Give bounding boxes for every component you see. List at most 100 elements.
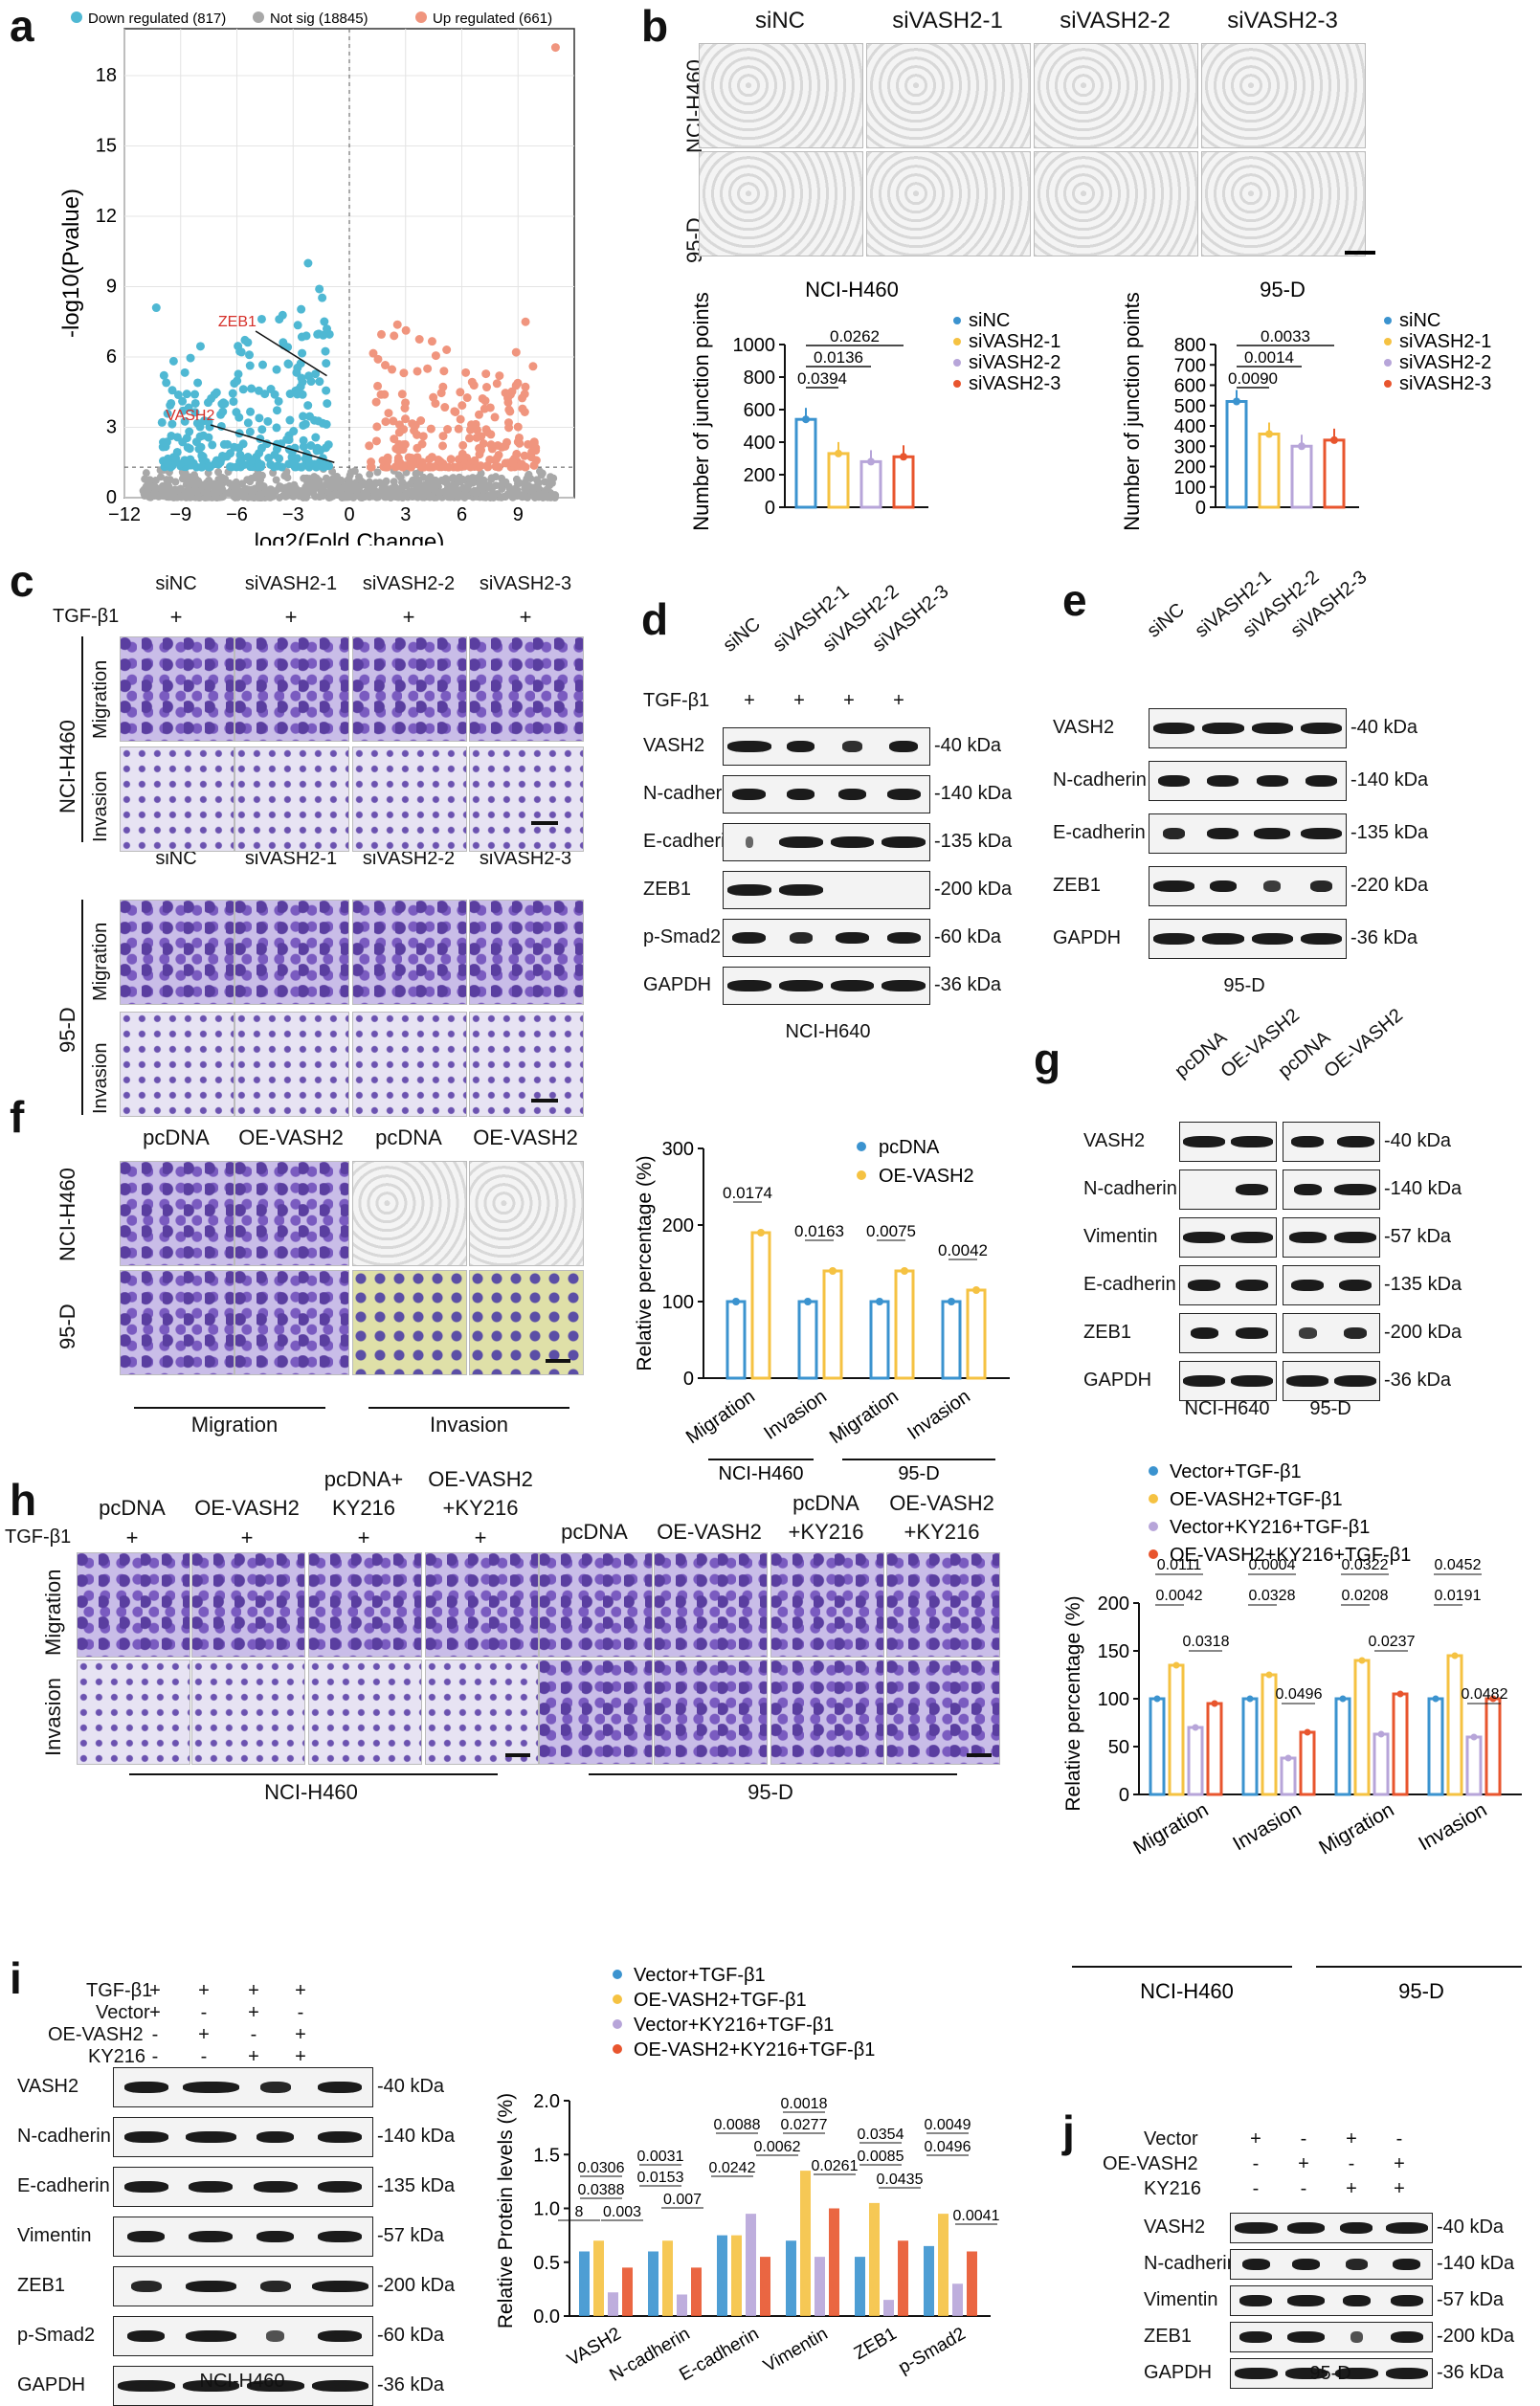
band bbox=[312, 2281, 369, 2292]
protein-label-vash2: VASH2 bbox=[1083, 1131, 1145, 1150]
blot-strip-gapdh bbox=[723, 967, 930, 1005]
y-tick-label: 1000 bbox=[733, 335, 776, 356]
point-up bbox=[504, 418, 513, 427]
sign: + bbox=[248, 2047, 259, 2066]
protein-label-e-cadherin: E-cadherin bbox=[1053, 823, 1146, 842]
legend-marker bbox=[613, 2044, 622, 2054]
divider bbox=[81, 636, 83, 842]
point-down bbox=[237, 347, 246, 356]
data-point bbox=[876, 1298, 883, 1305]
column-label-sivash2-3: siVASH2-3 bbox=[480, 574, 571, 593]
group-label: NCI-H460 bbox=[1140, 1979, 1234, 2003]
y-tick-label: 100 bbox=[1174, 478, 1206, 499]
protein-label-vash2: VASH2 bbox=[17, 2077, 78, 2096]
point-not-sig bbox=[342, 493, 349, 501]
protein-label-n-cadherin: N-cadherin bbox=[1144, 2254, 1238, 2273]
sign: - bbox=[1253, 2179, 1260, 2198]
band bbox=[1188, 1280, 1220, 1291]
point-not-sig bbox=[187, 480, 194, 488]
point-down bbox=[204, 434, 212, 442]
point-up bbox=[482, 383, 491, 391]
point-up bbox=[372, 436, 381, 445]
point-not-sig bbox=[250, 486, 257, 494]
band bbox=[1334, 1184, 1376, 1195]
group-underline bbox=[589, 1773, 957, 1775]
bar-oe-vash2-ky216-tgf-1 bbox=[1394, 1694, 1407, 1794]
panel-label-i: i bbox=[10, 1952, 22, 2004]
band bbox=[1391, 2295, 1423, 2306]
bar-oe-vash2-tgf-1 bbox=[731, 2236, 742, 2316]
plus-sign: + bbox=[793, 691, 805, 710]
point-up bbox=[373, 355, 382, 364]
p-value: 0.0031 bbox=[637, 2149, 684, 2165]
point-not-sig bbox=[442, 490, 450, 498]
chart-y-label: Relative percentage (%) bbox=[634, 1155, 656, 1370]
bar-vector-tgf-1 bbox=[648, 2252, 658, 2317]
bar-oe-vash2-tgf-1 bbox=[1355, 1660, 1369, 1794]
point-down bbox=[323, 399, 331, 408]
point-down bbox=[315, 377, 324, 386]
legend-label: siNC bbox=[969, 310, 1010, 331]
band bbox=[1346, 2259, 1369, 2270]
point-not-sig bbox=[462, 492, 470, 500]
p-value: 0.0306 bbox=[578, 2160, 625, 2176]
point-not-sig bbox=[305, 484, 313, 492]
point-up bbox=[470, 457, 479, 465]
sign: - bbox=[298, 2003, 304, 2022]
kda-label: -140 kDa bbox=[1350, 770, 1428, 790]
protein-label-gapdh: GAPDH bbox=[17, 2375, 85, 2395]
sign: - bbox=[152, 2025, 159, 2044]
bar-vector-tgf-1 bbox=[717, 2236, 727, 2316]
column-label-pcdna: pcDNA bbox=[99, 1498, 166, 1519]
point-not-sig bbox=[212, 480, 220, 488]
y-tick-label: 2.0 bbox=[533, 2091, 560, 2112]
y-tick-label: 1.5 bbox=[533, 2145, 560, 2166]
panel-label-g: g bbox=[1034, 1034, 1060, 1085]
kda-label: -36 kDa bbox=[377, 2375, 444, 2395]
column-label-pcdna-ky216: KY216 bbox=[332, 1498, 395, 1519]
band bbox=[1287, 2331, 1325, 2343]
point-down bbox=[323, 324, 331, 333]
point-up bbox=[509, 458, 518, 467]
bar-sivash2-3 bbox=[894, 457, 913, 507]
point-up bbox=[388, 366, 396, 374]
data-point bbox=[1266, 1672, 1273, 1679]
bar-sivash2-2 bbox=[861, 461, 881, 507]
point-down bbox=[284, 435, 293, 444]
x-tick-label: 0 bbox=[344, 504, 354, 525]
point-down bbox=[167, 399, 175, 408]
protein-label-n-cadherin: N-cadherin bbox=[1053, 770, 1147, 790]
point-down bbox=[159, 438, 167, 447]
point-down bbox=[311, 434, 320, 442]
kda-label: -60 kDa bbox=[934, 927, 1001, 947]
point-not-sig bbox=[391, 478, 398, 485]
y-tick-label: 600 bbox=[1174, 376, 1206, 397]
transwell-image bbox=[352, 1161, 467, 1266]
transwell-image bbox=[770, 1660, 884, 1765]
point-down bbox=[255, 413, 263, 422]
band bbox=[1242, 2259, 1270, 2270]
row-label-invasion: Invasion bbox=[43, 1678, 64, 1756]
x-tick-label: Invasion bbox=[1415, 1798, 1490, 1855]
point-down bbox=[160, 371, 168, 380]
band bbox=[732, 932, 766, 944]
data-point bbox=[1298, 442, 1306, 450]
band bbox=[787, 789, 815, 800]
point-up bbox=[518, 393, 526, 402]
point-down bbox=[297, 374, 305, 383]
blot-strip-n-cadherin bbox=[723, 775, 930, 813]
point-not-sig bbox=[420, 490, 428, 498]
point-up bbox=[394, 454, 403, 462]
point-not-sig bbox=[341, 482, 348, 490]
protein-label-gapdh: GAPDH bbox=[1144, 2363, 1212, 2382]
band bbox=[1306, 775, 1337, 787]
protein-label-p-smad2: p-Smad2 bbox=[643, 927, 721, 947]
condition-label-vector: Vector bbox=[96, 2003, 150, 2022]
band bbox=[1235, 2222, 1278, 2234]
point-not-sig bbox=[533, 476, 541, 483]
band bbox=[1202, 933, 1243, 945]
band bbox=[831, 836, 875, 848]
band bbox=[787, 741, 815, 752]
legend-label: OE-VASH2+TGF-β1 bbox=[1170, 1489, 1343, 1510]
bar-sivash2-1 bbox=[1260, 434, 1279, 508]
